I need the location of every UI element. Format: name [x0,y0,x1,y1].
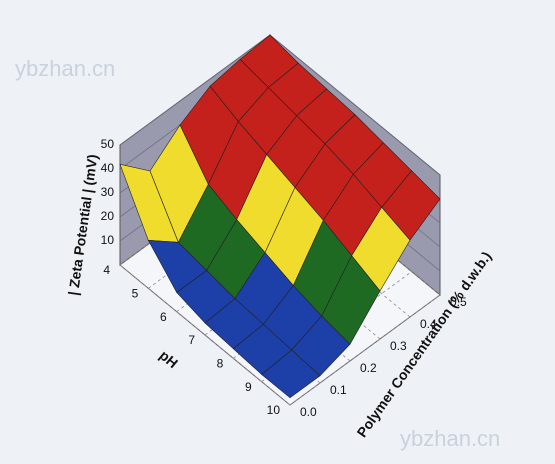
surface-patch [261,349,321,399]
watermark: ybzhan.cn [15,56,115,81]
y-tick-label: 0.3 [390,339,407,353]
grid-line [119,264,291,406]
x-tick-label: 5 [132,287,139,301]
z-tick-label: 20 [101,209,115,223]
z-tick-label: 10 [101,233,115,247]
z-tick-label: 50 [101,137,115,151]
x-tick-label: 6 [160,310,167,324]
y-tick-label: 0.5 [450,295,467,309]
x-tick-label: 8 [217,357,224,371]
y-tick-label: 0.4 [420,317,437,331]
y-tick-label: 0.1 [330,383,347,397]
x-tick-label: 10 [267,403,281,417]
y-tick-label: 0.2 [360,361,377,375]
watermark: ybzhan.cn [400,426,500,451]
y-tick-label: 0.0 [300,405,317,419]
x-tick-label: 7 [188,333,195,347]
x-tick-label: 4 [103,263,110,277]
grid-line [119,154,271,266]
grid-line [289,294,441,406]
x-tick-label: 9 [245,380,252,394]
z-tick-label: 40 [101,161,115,175]
z-tick-label: 30 [101,185,115,199]
